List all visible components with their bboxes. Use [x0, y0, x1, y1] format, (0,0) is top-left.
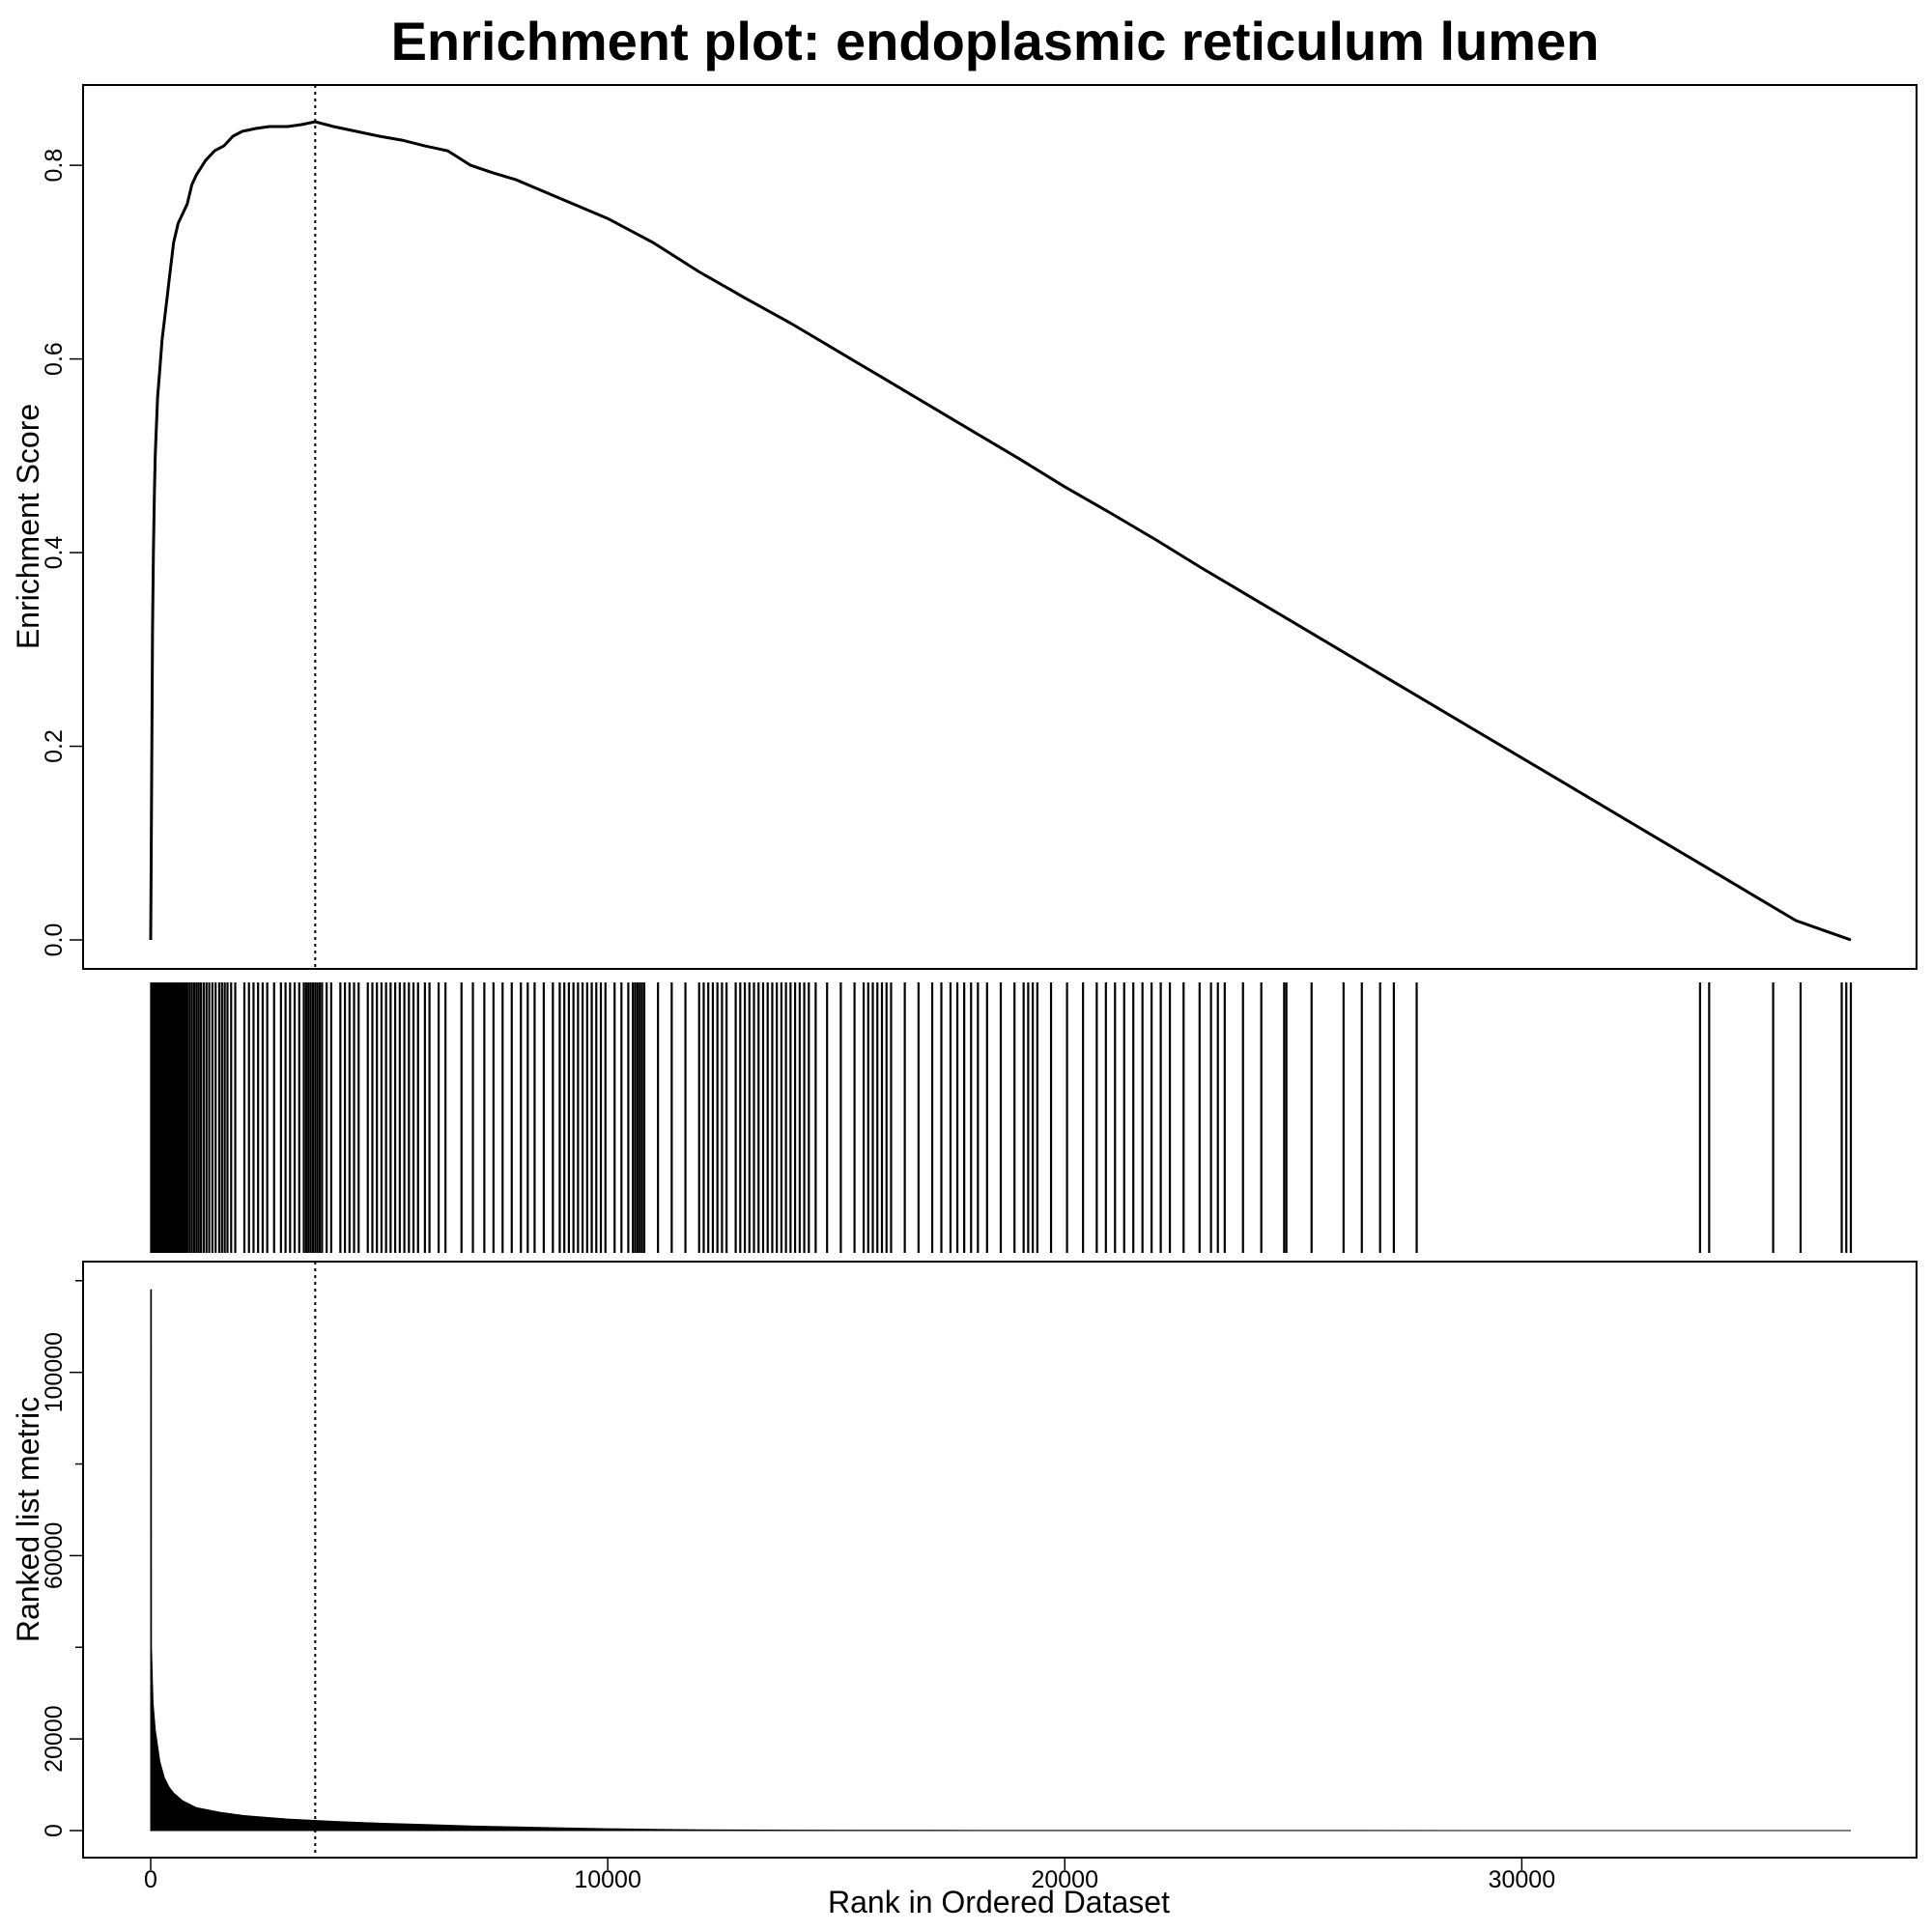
- x-tick-label: 30000: [1489, 1866, 1556, 1893]
- es-y-tick-label: 0.6: [41, 342, 68, 376]
- es-y-tick-label: 0.2: [41, 729, 68, 763]
- es-y-tick-label: 0.4: [41, 536, 68, 570]
- metric-y-tick-label: 60000: [41, 1522, 68, 1590]
- x-tick-label: 20000: [1031, 1866, 1098, 1893]
- ranked-metric-panel: 0 20000 60000 100000 Ranked list metric: [11, 1261, 1918, 1859]
- x-axis-title: Rank in Ordered Dataset: [828, 1885, 1170, 1919]
- enrichment-score-y-axis-title: Enrichment Score: [11, 404, 45, 649]
- chart-title: Enrichment plot: endoplasmic reticulum l…: [391, 11, 1600, 71]
- metric-y-tick-label: 100000: [41, 1332, 68, 1412]
- gene-hits-barcode: [150, 982, 1853, 1253]
- metric-y-tick-label: 20000: [41, 1705, 68, 1773]
- enrichment-score-line: [149, 120, 1852, 942]
- metric-y-tick-label: 0: [41, 1824, 68, 1837]
- ranked-metric-area: [150, 1289, 1852, 1832]
- ranked-metric-y-axis: 0 20000 60000 100000: [41, 1280, 83, 1837]
- es-y-tick-label: 0.0: [41, 923, 68, 957]
- x-tick-label: 10000: [574, 1866, 641, 1893]
- enrichment-score-y-axis: 0.0 0.2 0.4 0.6 0.8: [41, 149, 83, 957]
- ranked-metric-frame: [82, 1261, 1918, 1859]
- enrichment-score-panel: 0.0 0.2 0.4 0.6 0.8 Enrichment Score: [11, 84, 1918, 970]
- enrichment-score-frame: [82, 84, 1918, 970]
- x-tick-label: 0: [144, 1866, 157, 1893]
- ranked-metric-y-axis-title: Ranked list metric: [11, 1397, 45, 1642]
- x-axis: 0 10000 20000 30000: [144, 1858, 1555, 1893]
- es-y-tick-label: 0.8: [41, 149, 68, 183]
